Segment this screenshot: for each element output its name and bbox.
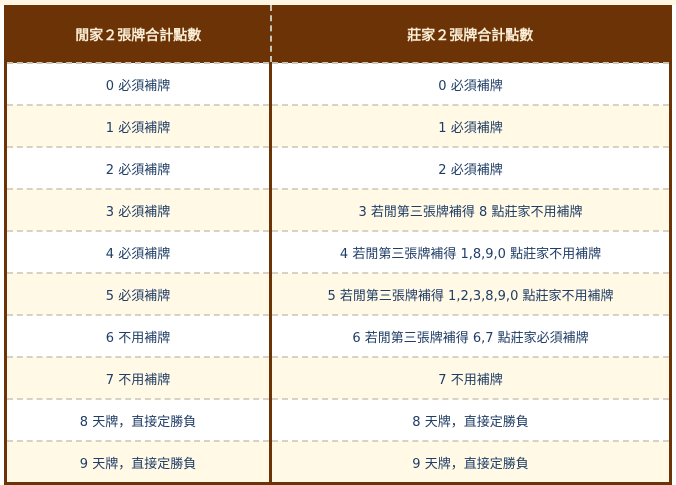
banker-cell: 6 若閒第三張牌補得 6,7 點莊家必須補牌	[270, 315, 671, 358]
table-row: 6 不用補牌 6 若閒第三張牌補得 6,7 點莊家必須補牌	[5, 315, 671, 358]
banker-cell: 9 天牌，直接定勝負	[270, 441, 671, 484]
banker-cell: 4 若閒第三張牌補得 1,8,9,0 點莊家不用補牌	[270, 231, 671, 274]
table-row: 0 必須補牌 0 必須補牌	[5, 63, 671, 106]
player-cell: 7 不用補牌	[5, 357, 272, 400]
table-row: 3 必須補牌 3 若閒第三張牌補得 8 點莊家不用補牌	[5, 189, 671, 232]
banker-cell: 2 必須補牌	[270, 147, 671, 190]
player-cell: 9 天牌，直接定勝負	[5, 441, 272, 484]
table-row: 5 必須補牌 5 若閒第三張牌補得 1,2,3,8,9,0 點莊家不用補牌	[5, 273, 671, 316]
top-strip	[0, 0, 676, 5]
table-row: 8 天牌，直接定勝負 8 天牌，直接定勝負	[5, 399, 671, 442]
banker-cell: 8 天牌，直接定勝負	[270, 399, 671, 442]
player-cell: 3 必須補牌	[5, 189, 272, 232]
banker-cell: 7 不用補牌	[270, 357, 671, 400]
player-cell: 1 必須補牌	[5, 105, 272, 148]
header-row: 閒家２張牌合計點數 莊家２張牌合計點數	[5, 5, 671, 64]
header-banker: 莊家２張牌合計點數	[269, 5, 671, 64]
table-row: 4 必須補牌 4 若閒第三張牌補得 1,8,9,0 點莊家不用補牌	[5, 231, 671, 274]
player-cell: 8 天牌，直接定勝負	[5, 399, 272, 442]
player-cell: 2 必須補牌	[5, 147, 272, 190]
header-player: 閒家２張牌合計點數	[5, 5, 271, 64]
baccarat-drawing-rules-table: 閒家２張牌合計點數 莊家２張牌合計點數 0 必須補牌 0 必須補牌 1 必須補牌 1 …	[4, 5, 672, 485]
table-row: 2 必須補牌 2 必須補牌	[5, 147, 671, 190]
player-cell: 5 必須補牌	[5, 273, 272, 316]
banker-cell: 5 若閒第三張牌補得 1,2,3,8,9,0 點莊家不用補牌	[270, 273, 671, 316]
player-cell: 6 不用補牌	[5, 315, 272, 358]
table-row: 7 不用補牌 7 不用補牌	[5, 357, 671, 400]
player-cell: 0 必須補牌	[5, 63, 272, 106]
table-row: 1 必須補牌 1 必須補牌	[5, 105, 671, 148]
table-row: 9 天牌，直接定勝負 9 天牌，直接定勝負	[5, 441, 671, 484]
banker-cell: 0 必須補牌	[270, 63, 671, 106]
player-cell: 4 必須補牌	[5, 231, 272, 274]
banker-cell: 3 若閒第三張牌補得 8 點莊家不用補牌	[270, 189, 671, 232]
banker-cell: 1 必須補牌	[270, 105, 671, 148]
